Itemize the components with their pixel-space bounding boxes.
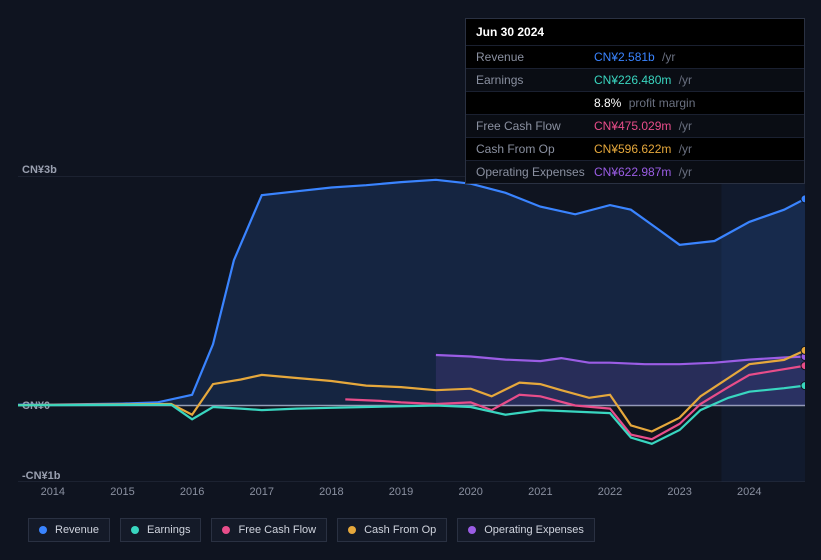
tooltip-metric-value: CN¥226.480m /yr: [594, 73, 692, 87]
x-tick-label: 2019: [389, 486, 413, 498]
x-axis: 2014 2015 2016 2017 2018 2019 2020 2021 2022 2023…: [18, 486, 805, 502]
legend-label: Operating Expenses: [484, 524, 584, 536]
series-end-marker: [801, 195, 805, 203]
x-tick-label: 2023: [667, 486, 691, 498]
x-tick-label: 2015: [110, 486, 134, 498]
x-tick-label: 2018: [319, 486, 343, 498]
legend-dot-icon: [468, 526, 476, 534]
tooltip-metric-value: CN¥475.029m /yr: [594, 119, 692, 133]
series-end-marker: [801, 362, 805, 370]
tooltip-metric-label: Free Cash Flow: [476, 119, 594, 133]
legend: Revenue Earnings Free Cash Flow Cash From O…: [28, 518, 595, 542]
financials-chart[interactable]: [18, 176, 805, 482]
legend-item-earnings[interactable]: Earnings: [120, 518, 201, 542]
tooltip-metric-label: Earnings: [476, 73, 594, 87]
legend-dot-icon: [222, 526, 230, 534]
tooltip-row: Cash From OpCN¥596.622m /yr: [466, 137, 804, 160]
legend-dot-icon: [39, 526, 47, 534]
legend-item-free-cash-flow[interactable]: Free Cash Flow: [211, 518, 327, 542]
tooltip-metric-value: CN¥2.581b /yr: [594, 50, 675, 64]
tooltip-row: EarningsCN¥226.480m /yr: [466, 68, 804, 91]
series-end-marker: [801, 346, 805, 354]
legend-dot-icon: [348, 526, 356, 534]
legend-label: Cash From Op: [364, 524, 436, 536]
tooltip-metric-value: CN¥596.622m /yr: [594, 142, 692, 156]
x-tick-label: 2024: [737, 486, 761, 498]
tooltip-metric-unit: /yr: [659, 50, 676, 64]
tooltip-metric-label: [476, 96, 594, 110]
legend-label: Earnings: [147, 524, 190, 536]
x-tick-label: 2021: [528, 486, 552, 498]
x-tick-label: 2014: [41, 486, 65, 498]
tooltip-row: 8.8% profit margin: [466, 91, 804, 114]
tooltip-metric-label: Operating Expenses: [476, 165, 594, 179]
legend-label: Revenue: [55, 524, 99, 536]
tooltip-metric-label: Revenue: [476, 50, 594, 64]
x-tick-label: 2020: [458, 486, 482, 498]
tooltip-metric-value: 8.8% profit margin: [594, 96, 695, 110]
x-tick-label: 2022: [598, 486, 622, 498]
tooltip-metric-unit: /yr: [675, 165, 692, 179]
legend-item-operating-expenses[interactable]: Operating Expenses: [457, 518, 595, 542]
tooltip-metric-value: CN¥622.987m /yr: [594, 165, 692, 179]
tooltip-metric-unit: profit margin: [625, 96, 695, 110]
legend-item-cash-from-op[interactable]: Cash From Op: [337, 518, 447, 542]
tooltip-metric-unit: /yr: [675, 142, 692, 156]
x-tick-label: 2017: [250, 486, 274, 498]
series-end-marker: [801, 382, 805, 390]
tooltip-metric-label: Cash From Op: [476, 142, 594, 156]
tooltip-row: RevenueCN¥2.581b /yr: [466, 45, 804, 68]
tooltip-metric-unit: /yr: [675, 119, 692, 133]
chart-tooltip: Jun 30 2024 RevenueCN¥2.581b /yrEarnings…: [465, 18, 805, 184]
legend-dot-icon: [131, 526, 139, 534]
tooltip-metric-unit: /yr: [675, 73, 692, 87]
tooltip-date: Jun 30 2024: [466, 19, 804, 45]
legend-item-revenue[interactable]: Revenue: [28, 518, 110, 542]
tooltip-row: Free Cash FlowCN¥475.029m /yr: [466, 114, 804, 137]
tooltip-row: Operating ExpensesCN¥622.987m /yr: [466, 160, 804, 183]
x-tick-label: 2016: [180, 486, 204, 498]
y-tick-label: CN¥3b: [22, 164, 57, 176]
legend-label: Free Cash Flow: [238, 524, 316, 536]
